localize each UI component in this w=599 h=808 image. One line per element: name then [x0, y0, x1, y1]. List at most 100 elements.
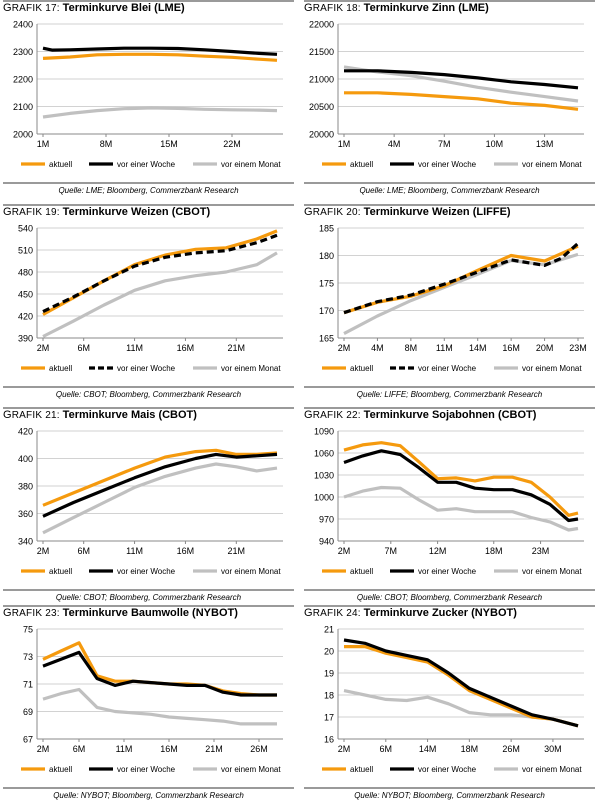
y-tick-label: 165: [319, 334, 334, 344]
series-line-aktuell: [42, 52, 278, 62]
y-tick-label: 480: [18, 268, 33, 278]
legend-label: aktuell: [49, 765, 72, 774]
y-tick-label: 340: [18, 537, 33, 547]
chart-svg: 340 360 380 400 420 2M 6M 11M 16M 21M aktuell vor e…: [18, 427, 283, 576]
panel-top-rule: [304, 204, 595, 206]
chart-panel-20: GRAFIK 20: Terminkurve Weizen (LIFFE) 165…: [304, 204, 597, 406]
x-tick-label: 1M: [338, 139, 351, 149]
chart-number: GRAFIK 17:: [3, 2, 63, 14]
y-tick-label: 71: [23, 680, 33, 690]
chart-source: Quelle: NYBOT; Bloomberg, Commerzbank Re…: [354, 791, 545, 800]
legend-label: vor einer Woche: [117, 160, 176, 169]
y-tick-label: 940: [319, 537, 334, 547]
legend-label: vor einem Monat: [522, 364, 582, 373]
panel-bottom-rule: [3, 787, 294, 789]
chart-title-text: Terminkurve Mais (CBOT): [62, 409, 197, 421]
x-tick-label: 13M: [536, 139, 554, 149]
x-tick-label: 7M: [438, 139, 451, 149]
series-line-vor-einem-Monat: [343, 252, 579, 336]
chart-svg: 165 170 175 180 185 2M 4M 8M 11M 14M 16M 20M 23M aktu…: [319, 224, 587, 374]
x-tick-label: 26M: [502, 744, 520, 754]
y-tick-label: 17: [324, 713, 334, 723]
chart-panel-22: GRAFIK 22: Terminkurve Sojabohnen (CBOT)…: [304, 407, 597, 609]
y-tick-label: 19: [324, 669, 334, 679]
x-tick-label: 16M: [160, 744, 178, 754]
series-line-vor-einer-Woche: [42, 650, 277, 697]
chart-title-text: Terminkurve Weizen (CBOT): [62, 206, 211, 218]
x-tick-label: 30M: [544, 744, 562, 754]
y-tick-label: 2400: [13, 20, 33, 30]
y-tick-label: 510: [18, 246, 33, 256]
chart-title: GRAFIK 20: Terminkurve Weizen (LIFFE): [304, 206, 511, 218]
y-tick-label: 2200: [13, 75, 33, 85]
chart-svg: 940 970 1000 1030 1060 1090 2M 7M 12M 18M 23M aktue…: [314, 427, 584, 576]
legend-label: vor einem Monat: [221, 567, 281, 576]
x-tick-label: 18M: [461, 744, 479, 754]
chart-number: GRAFIK 23:: [3, 607, 63, 619]
series-line-aktuell: [344, 645, 579, 728]
chart-number: GRAFIK 21:: [3, 409, 63, 421]
legend-label: vor einem Monat: [522, 567, 582, 576]
chart-panel-17: GRAFIK 17: Terminkurve Blei (LME) 2000 210…: [3, 0, 296, 202]
x-tick-label: 14M: [469, 343, 487, 353]
x-tick-label: 16M: [502, 343, 520, 353]
legend-label: vor einer Woche: [117, 567, 176, 576]
chart-title: GRAFIK 22: Terminkurve Sojabohnen (CBOT): [304, 409, 536, 421]
x-tick-label: 26M: [250, 744, 268, 754]
legend-label: aktuell: [350, 765, 373, 774]
legend-label: vor einer Woche: [418, 765, 477, 774]
y-tick-label: 2100: [13, 102, 33, 112]
y-tick-label: 420: [18, 312, 33, 322]
x-tick-label: 22M: [223, 139, 241, 149]
panel-bottom-rule: [304, 787, 595, 789]
x-tick-label: 23M: [569, 343, 587, 353]
y-tick-label: 170: [319, 306, 334, 316]
legend-label: vor einer Woche: [117, 364, 176, 373]
chart-title-text: Terminkurve Zinn (LME): [363, 2, 489, 14]
chart-svg: 2000 2100 2200 2300 2400 1M 8M 15M 22M aktuell vor…: [13, 20, 283, 169]
series-line-aktuell: [42, 229, 278, 316]
series-line-vor-einer-Woche: [42, 233, 278, 314]
y-tick-label: 20: [324, 647, 334, 657]
series-line-vor-einem-Monat: [42, 106, 278, 119]
x-tick-label: 11M: [126, 343, 143, 353]
panel-top-rule: [304, 407, 595, 409]
x-tick-label: 2M: [37, 343, 50, 353]
y-tick-label: 67: [23, 735, 33, 745]
x-tick-label: 21M: [205, 744, 223, 754]
legend-label: vor einer Woche: [418, 364, 477, 373]
series-line-vor-einer-Woche: [343, 449, 579, 523]
panel-bottom-rule: [304, 589, 595, 591]
panel-top-rule: [3, 204, 294, 206]
panel-top-rule: [304, 0, 595, 2]
y-tick-label: 69: [23, 707, 33, 717]
x-tick-label: 11M: [436, 343, 453, 353]
series-line-vor-einem-Monat: [343, 485, 579, 532]
chart-title-text: Terminkurve Zucker (NYBOT): [363, 607, 517, 619]
series-line-vor-einer-Woche: [344, 69, 579, 90]
legend-label: vor einem Monat: [221, 160, 281, 169]
series-line-aktuell: [344, 91, 579, 111]
x-tick-label: 23M: [532, 546, 550, 556]
legend-label: aktuell: [49, 567, 72, 576]
x-tick-label: 15M: [160, 139, 178, 149]
y-tick-label: 380: [18, 482, 33, 492]
legend-label: aktuell: [350, 160, 373, 169]
chart-panel-23: GRAFIK 23: Terminkurve Baumwolle (NYBOT)…: [3, 605, 296, 807]
y-tick-label: 540: [18, 224, 33, 234]
y-tick-label: 390: [18, 334, 33, 344]
x-tick-label: 21M: [228, 546, 246, 556]
x-tick-label: 4M: [371, 343, 384, 353]
series-line-vor-einem-Monat: [343, 689, 579, 728]
y-tick-label: 400: [18, 454, 33, 464]
chart-number: GRAFIK 20:: [304, 206, 364, 218]
x-tick-label: 21M: [228, 343, 246, 353]
chart-title-text: Terminkurve Blei (LME): [62, 2, 185, 14]
y-tick-label: 420: [18, 427, 33, 437]
x-tick-label: 16M: [177, 546, 195, 556]
series-line-vor-einem-Monat: [42, 687, 277, 726]
chart-title: GRAFIK 21: Terminkurve Mais (CBOT): [3, 409, 197, 421]
series-line-vor-einer-Woche: [42, 452, 278, 518]
chart-title: GRAFIK 24: Terminkurve Zucker (NYBOT): [304, 607, 517, 619]
chart-source: Quelle: CBOT; Bloomberg, Commerzbank Res…: [356, 593, 543, 602]
